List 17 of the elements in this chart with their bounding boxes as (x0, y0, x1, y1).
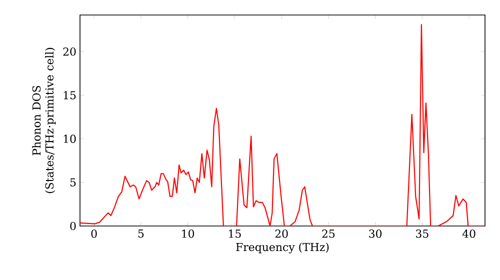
x-tick-label: 5 (138, 230, 144, 238)
y-tick-label: 15 (64, 91, 76, 100)
x-tick-label: 30 (369, 230, 382, 238)
line-series (80, 24, 486, 226)
x-tick-label: 20 (275, 230, 288, 238)
y-tick-label: 10 (64, 134, 76, 143)
x-tick-label: 0 (91, 230, 97, 238)
x-tick-label: 35 (416, 230, 428, 238)
x-axis-title: Frequency (THz) (236, 242, 329, 254)
y-axis-title: Phonon DOS (States/THz·primitive cell) (32, 48, 56, 194)
x-tick-label: 40 (462, 230, 476, 238)
x-tick-label: 25 (322, 230, 335, 238)
x-tick-label: 10 (182, 230, 194, 238)
y-tick-label: 20 (63, 47, 76, 56)
y-tick-label: 0 (70, 222, 76, 230)
x-tick-label: 15 (229, 230, 241, 238)
y-tick-label: 5 (70, 178, 76, 186)
